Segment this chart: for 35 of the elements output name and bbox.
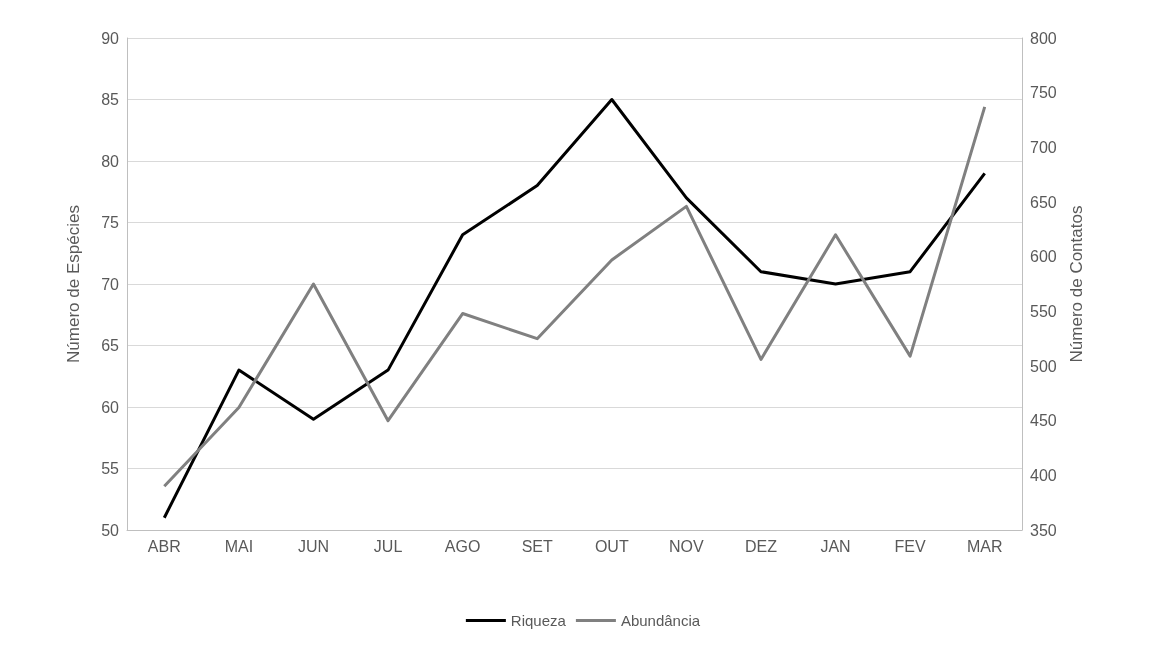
- y2-tick-label: 650: [1030, 193, 1057, 211]
- x-tick-label: JUL: [373, 537, 403, 555]
- x-tick-label: ABR: [147, 537, 181, 555]
- x-tick-label: JAN: [820, 537, 851, 555]
- y2-tick-label: 350: [1030, 521, 1057, 539]
- y2-tick-label: 550: [1030, 302, 1057, 320]
- y2-tick-label: 450: [1030, 412, 1057, 430]
- legend-label: Riqueza: [510, 612, 567, 629]
- x-tick-label: MAR: [966, 537, 1003, 555]
- y2-axis-title: Número de Contatos: [1066, 205, 1086, 363]
- y-tick-label: 90: [101, 29, 120, 47]
- y-tick-label: 70: [101, 275, 120, 293]
- y-tick-label: 55: [101, 460, 120, 477]
- y-tick-label: 75: [101, 214, 120, 231]
- y-tick-label: 60: [101, 398, 120, 416]
- y2-tick-label: 800: [1030, 29, 1057, 47]
- y2-tick-label: 750: [1030, 84, 1057, 102]
- y-tick-label: 80: [101, 152, 120, 170]
- y2-tick-label: 700: [1030, 138, 1057, 156]
- y2-tick-label: 600: [1030, 248, 1057, 266]
- legend-label: Abundância: [620, 612, 701, 629]
- x-tick-label: OUT: [594, 537, 629, 555]
- x-tick-label: DEZ: [744, 537, 778, 555]
- y-tick-label: 65: [101, 337, 120, 354]
- y-tick-label: 50: [101, 521, 120, 539]
- y-tick-label: 85: [101, 91, 120, 108]
- x-tick-label: AGO: [444, 537, 481, 555]
- x-tick-label: SET: [521, 537, 553, 555]
- x-tick-label: JUN: [297, 537, 330, 555]
- x-tick-label: FEV: [894, 537, 927, 555]
- y2-tick-label: 400: [1030, 466, 1057, 484]
- x-tick-label: MAI: [224, 537, 254, 555]
- y2-tick-label: 500: [1030, 357, 1057, 375]
- x-tick-label: NOV: [669, 537, 705, 555]
- y-axis-title: Número de Espécies: [64, 205, 83, 363]
